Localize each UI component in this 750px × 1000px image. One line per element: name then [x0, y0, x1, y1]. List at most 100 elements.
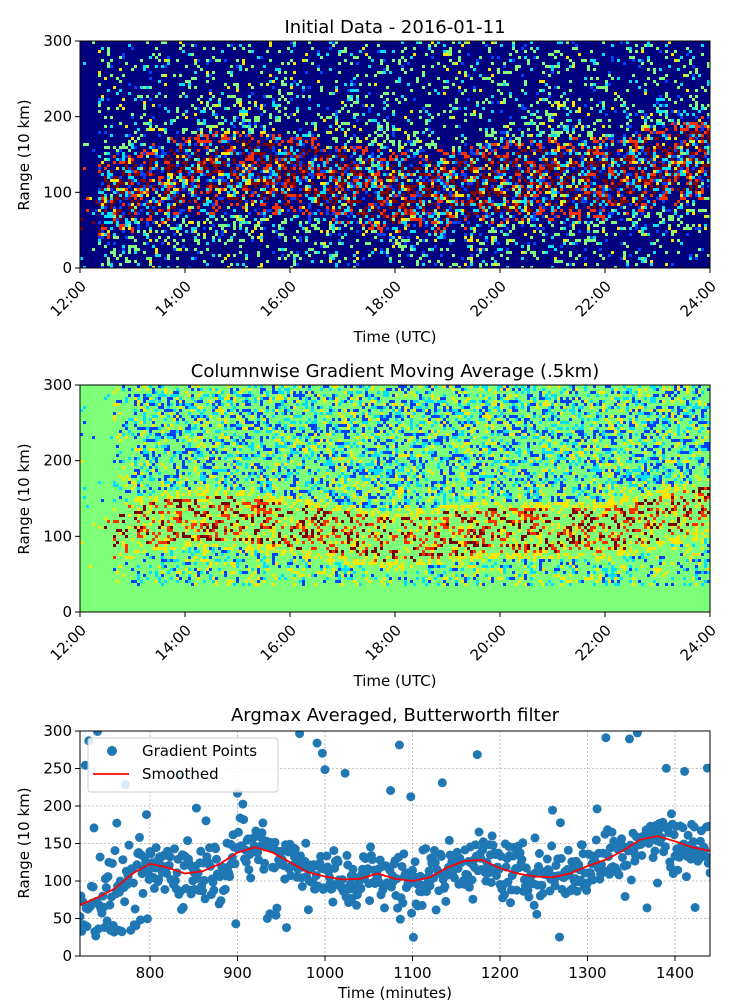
heatmap-cell [584, 221, 587, 224]
heatmap-cell [470, 179, 473, 182]
heatmap-cell [647, 68, 650, 71]
heatmap-cell [176, 155, 179, 158]
heatmap-cell [107, 152, 110, 155]
heatmap-cell [545, 152, 548, 155]
heatmap-cell [179, 167, 182, 170]
heatmap-cell [476, 167, 479, 170]
heatmap-cell [401, 182, 404, 185]
heatmap-cell [272, 149, 275, 152]
heatmap-cell [290, 182, 293, 185]
heatmap-cell [608, 188, 611, 191]
heatmap-cell [125, 125, 128, 128]
heatmap-cell [335, 80, 338, 83]
heatmap-cell [416, 218, 419, 221]
heatmap-cell [98, 230, 101, 233]
heatmap-cell [488, 173, 491, 176]
heatmap-cell [197, 197, 200, 200]
heatmap-cell [80, 218, 83, 221]
heatmap-cell [587, 167, 590, 170]
heatmap-cell [638, 59, 641, 62]
heatmap-cell [131, 143, 134, 146]
heatmap-cell [161, 218, 164, 221]
heatmap-cell [683, 131, 686, 134]
heatmap-cell [215, 218, 218, 221]
heatmap-cell [422, 107, 425, 110]
heatmap-cell [299, 140, 302, 143]
heatmap-cell [572, 176, 575, 179]
heatmap-cell [482, 200, 485, 203]
heatmap-cell [338, 155, 341, 158]
heatmap-cell [122, 188, 125, 191]
heatmap-cell [563, 242, 566, 245]
heatmap-cell [662, 197, 665, 200]
heatmap-cell [137, 170, 140, 173]
heatmap-cell [335, 137, 338, 140]
heatmap-cell [464, 218, 467, 221]
heatmap-cell [113, 248, 116, 251]
heatmap-cell [164, 107, 167, 110]
heatmap-cell [641, 62, 644, 65]
heatmap-cell [461, 44, 464, 47]
heatmap-cell [116, 176, 119, 179]
heatmap-cell [608, 134, 611, 137]
heatmap-cell [281, 83, 284, 86]
heatmap-cell [458, 221, 461, 224]
heatmap-cell [365, 179, 368, 182]
heatmap-cell [482, 41, 485, 44]
heatmap-cell [167, 242, 170, 245]
heatmap-cell [188, 137, 191, 140]
heatmap-cell [641, 161, 644, 164]
heatmap-cell [206, 188, 209, 191]
heatmap-cell [140, 194, 143, 197]
heatmap-cell [212, 215, 215, 218]
heatmap-cell [452, 239, 455, 242]
heatmap-cell [329, 116, 332, 119]
heatmap-cell [545, 98, 548, 101]
heatmap-cell [362, 161, 365, 164]
heatmap-cell [122, 143, 125, 146]
heatmap-cell [593, 146, 596, 149]
heatmap-cell [431, 131, 434, 134]
heatmap-cell [590, 149, 593, 152]
heatmap-cell [197, 158, 200, 161]
heatmap-cell [242, 167, 245, 170]
heatmap-cell [494, 41, 497, 44]
heatmap-cell [632, 104, 635, 107]
heatmap-cell [440, 170, 443, 173]
heatmap-cell [293, 263, 296, 266]
heatmap-cell [263, 197, 266, 200]
heatmap-cell [275, 182, 278, 185]
heatmap-cell [134, 248, 137, 251]
heatmap-cell [290, 188, 293, 191]
heatmap-cell [260, 239, 263, 242]
heatmap-cell [224, 182, 227, 185]
heatmap-cell [668, 98, 671, 101]
heatmap-cell [386, 122, 389, 125]
heatmap-cell [284, 185, 287, 188]
heatmap-cell [497, 56, 500, 59]
heatmap-cell [503, 218, 506, 221]
heatmap-cell [206, 242, 209, 245]
heatmap-cell [488, 203, 491, 206]
heatmap-cell [341, 122, 344, 125]
heatmap-cell [644, 215, 647, 218]
heatmap-cell [536, 134, 539, 137]
heatmap-cell [113, 254, 116, 257]
heatmap-cell [518, 158, 521, 161]
heatmap-cell [542, 206, 545, 209]
heatmap-cell [533, 56, 536, 59]
heatmap-cell [260, 263, 263, 266]
heatmap-cell [194, 107, 197, 110]
heatmap-cell [140, 185, 143, 188]
heatmap-cell [188, 188, 191, 191]
heatmap-cell [497, 224, 500, 227]
heatmap-cell [242, 59, 245, 62]
heatmap-cell [584, 185, 587, 188]
heatmap-cell [134, 251, 137, 254]
heatmap-cell [371, 59, 374, 62]
heatmap-cell [170, 176, 173, 179]
heatmap-cell [422, 218, 425, 221]
heatmap-cell [485, 215, 488, 218]
heatmap-cell [452, 155, 455, 158]
heatmap-cell [527, 203, 530, 206]
